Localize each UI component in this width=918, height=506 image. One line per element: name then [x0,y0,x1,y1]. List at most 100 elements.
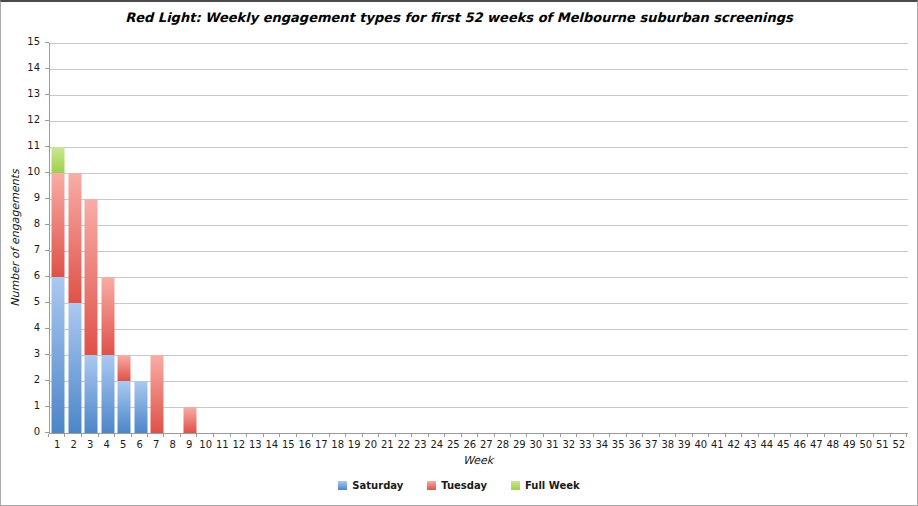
bar-slot-week-30 [529,43,546,433]
bar-slot-week-26 [463,43,480,433]
bar-slot-week-7 [149,43,166,433]
x-tick-16 [312,434,313,437]
x-axis-ticks [49,434,907,437]
x-tick-label-5: 5 [115,439,132,451]
bar-saturday-week-3 [85,355,98,433]
x-tick-label-45: 45 [775,439,792,451]
x-tick-41 [725,434,726,437]
x-tick-28 [510,434,511,437]
bar-tuesday-week-4 [101,277,114,355]
x-tick-10 [213,434,214,437]
x-tick-label-40: 40 [693,439,710,451]
bar-slot-week-3 [83,43,100,433]
x-tick-23 [428,434,429,437]
x-tick-label-27: 27 [478,439,495,451]
y-tick-label-1: 1 [34,400,40,412]
bar-slot-week-34 [595,43,612,433]
x-axis-title: Week [49,454,907,467]
x-tick-label-10: 10 [197,439,214,451]
x-tick-label-50: 50 [858,439,875,451]
x-tick-label-32: 32 [561,439,578,451]
bar-slot-week-11 [215,43,232,433]
x-tick-38 [675,434,676,437]
bar-slot-week-10 [198,43,215,433]
x-tick-24 [444,434,445,437]
x-tick-47 [824,434,825,437]
bar-tuesday-week-7 [151,355,164,433]
x-tick-label-39: 39 [676,439,693,451]
x-tick-3 [98,434,99,437]
x-tick-label-35: 35 [610,439,627,451]
x-tick-label-37: 37 [643,439,660,451]
y-tick-label-6: 6 [34,270,40,282]
y-tick-label-2: 2 [34,374,40,386]
x-tick-label-25: 25 [445,439,462,451]
y-tick-label-0: 0 [34,426,40,438]
x-tick-48 [840,434,841,437]
bar-slot-week-43 [743,43,760,433]
x-tick-15 [296,434,297,437]
x-tick-label-13: 13 [247,439,264,451]
x-tick-0 [48,434,49,437]
bar-slot-week-36 [628,43,645,433]
x-tick-label-49: 49 [841,439,858,451]
x-tick-label-41: 41 [709,439,726,451]
bar-slot-week-47 [809,43,826,433]
x-tick-42 [741,434,742,437]
y-tick-label-8: 8 [34,218,40,230]
x-tick-label-34: 34 [594,439,611,451]
bar-slot-week-51 [875,43,892,433]
y-tick-label-15: 15 [27,36,40,48]
bar-slot-week-22 [397,43,414,433]
x-tick-32 [576,434,577,437]
x-tick-30 [543,434,544,437]
x-tick-29 [526,434,527,437]
bar-slot-week-13 [248,43,265,433]
y-tick-label-5: 5 [34,296,40,308]
x-tick-label-15: 15 [280,439,297,451]
x-tick-label-16: 16 [297,439,314,451]
x-tick-33 [593,434,594,437]
y-tick-label-9: 9 [34,192,40,204]
x-tick-25 [461,434,462,437]
x-tick-label-52: 52 [891,439,908,451]
x-tick-21 [395,434,396,437]
x-tick-52 [906,434,907,437]
bar-slot-week-18 [330,43,347,433]
y-tick-label-11: 11 [27,140,40,152]
legend-item-tuesday: Tuesday [427,480,487,491]
x-tick-label-4: 4 [99,439,116,451]
x-tick-14 [279,434,280,437]
bar-saturday-week-4 [101,355,114,433]
x-tick-label-12: 12 [231,439,248,451]
x-tick-34 [609,434,610,437]
bar-tuesday-week-5 [118,355,131,381]
legend-swatch-full-week [511,481,520,490]
bar-slot-week-50 [859,43,876,433]
bar-tuesday-week-9 [184,407,197,433]
legend-item-saturday: Saturday [338,480,403,491]
plot-area [49,43,908,434]
x-tick-45 [790,434,791,437]
y-tick-label-12: 12 [27,114,40,126]
x-tick-51 [890,434,891,437]
x-tick-label-36: 36 [627,439,644,451]
x-tick-label-7: 7 [148,439,165,451]
bar-full-week-week-1 [52,147,65,173]
x-tick-label-43: 43 [742,439,759,451]
x-tick-19 [362,434,363,437]
x-tick-12 [246,434,247,437]
x-tick-label-23: 23 [412,439,429,451]
bar-slot-week-23 [413,43,430,433]
x-tick-label-21: 21 [379,439,396,451]
bar-slot-week-41 [710,43,727,433]
x-tick-27 [494,434,495,437]
x-tick-35 [626,434,627,437]
x-tick-4 [114,434,115,437]
x-tick-label-22: 22 [396,439,413,451]
bar-slot-week-37 [644,43,661,433]
legend: SaturdayTuesdayFull Week [1,480,917,491]
x-tick-44 [774,434,775,437]
y-tick-label-3: 3 [34,348,40,360]
bar-slot-week-4 [100,43,117,433]
